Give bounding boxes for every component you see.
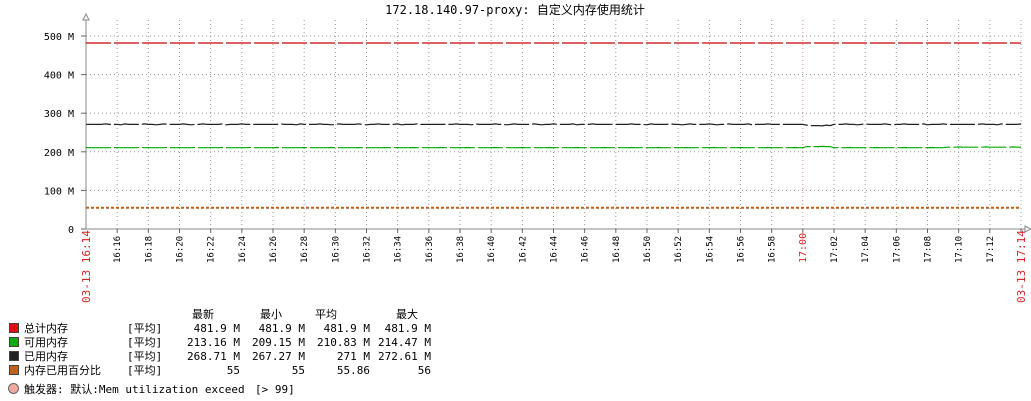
x-tick-label: 16:50 xyxy=(643,236,653,263)
legend-swatch xyxy=(9,365,19,375)
x-tick-label: 16:46 xyxy=(581,236,591,263)
legend-function: [平均] xyxy=(127,350,163,363)
legend-header-min: 最小 xyxy=(260,308,282,321)
legend-value-max: 214.47 M xyxy=(378,336,431,349)
x-tick-label: 16:44 xyxy=(550,236,560,263)
legend-value-min: 267.27 M xyxy=(252,350,305,363)
legend-value-max: 481.9 M xyxy=(384,322,431,335)
legend-series-name: 总计内存 xyxy=(24,322,68,335)
legend-value-last: 213.16 M xyxy=(187,336,240,349)
y-tick-label: 500 M xyxy=(44,32,74,43)
legend-value-last: 268.71 M xyxy=(187,350,240,363)
chart-axes xyxy=(82,12,1031,233)
legend-function: [平均] xyxy=(127,336,163,349)
y-tick-label: 400 M xyxy=(44,71,74,82)
x-tick-label: 16:52 xyxy=(674,236,684,263)
x-end-label: 03-13 17:14 xyxy=(1015,230,1028,303)
x-tick-label: 16:58 xyxy=(768,236,778,263)
x-tick-label: 16:40 xyxy=(487,236,497,263)
x-tick-label: 16:24 xyxy=(238,236,248,263)
x-tick-label: 17:12 xyxy=(986,236,996,263)
legend-value-avg: 271 M xyxy=(336,350,370,363)
y-tick-label: 0 xyxy=(68,225,74,236)
x-tick-label: 16:38 xyxy=(456,236,466,263)
x-tick-label: 16:32 xyxy=(363,236,373,263)
x-tick-label: 17:08 xyxy=(924,236,934,263)
x-tick-label: 17:04 xyxy=(861,236,871,263)
x-tick-label: 17:06 xyxy=(892,236,902,263)
legend-value-last: 481.9 M xyxy=(193,322,240,335)
chart-ticks: 0 100 M 200 M 300 M 400 M 500 M 16:16 16:18 16:2… xyxy=(44,32,1028,303)
legend-value-min: 481.9 M xyxy=(258,322,305,335)
legend-swatch xyxy=(9,323,19,333)
legend-value-min: 55 xyxy=(291,364,305,377)
series-line-2 xyxy=(85,123,1022,127)
x-tick-label: 16:54 xyxy=(705,236,715,263)
x-tick-label: 16:42 xyxy=(518,236,528,263)
legend-function: [平均] xyxy=(127,322,163,335)
legend-value-avg: 481.9 M xyxy=(323,322,370,335)
x-tick-label: 16:28 xyxy=(300,236,310,263)
legend-header-max: 最大 xyxy=(396,308,418,321)
legend-value-avg: 55.86 xyxy=(336,364,370,377)
legend-value-last: 55 xyxy=(226,364,240,377)
legend-value-avg: 210.83 M xyxy=(317,336,370,349)
x-tick-label: 16:26 xyxy=(269,236,279,263)
x-start-label: 03-13 16:14 xyxy=(80,230,93,303)
x-tick-label: 16:18 xyxy=(144,236,154,263)
trigger-label: 触发器: 默认:Mem utilization exceed xyxy=(24,383,245,396)
y-tick-label: 200 M xyxy=(44,148,74,159)
trigger-icon xyxy=(8,383,19,394)
chart-title: 172.18.140.97-proxy: 自定义内存使用统计 xyxy=(385,2,645,17)
legend-value-max: 56 xyxy=(417,364,431,377)
x-tick-label: 17:10 xyxy=(955,236,965,263)
x-tick-label: 16:16 xyxy=(113,236,123,263)
x-tick-label: 16:34 xyxy=(394,236,404,263)
series-line-1 xyxy=(85,145,1021,149)
legend-header-last: 最新 xyxy=(192,308,214,321)
x-tick-label: 16:22 xyxy=(207,236,217,263)
y-tick-label: 100 M xyxy=(44,186,74,197)
x-tick-label: 17:00 xyxy=(798,233,809,263)
x-tick-label: 16:56 xyxy=(737,236,747,263)
legend-function: [平均] xyxy=(127,364,163,377)
trigger-threshold: [> 99] xyxy=(255,383,295,396)
legend-value-min: 209.15 M xyxy=(252,336,305,349)
legend-swatch xyxy=(9,337,19,347)
x-tick-label: 16:48 xyxy=(612,236,622,263)
x-tick-label: 16:30 xyxy=(331,236,341,263)
y-axis-arrow xyxy=(82,12,90,21)
chart-series xyxy=(85,42,1022,209)
legend-series-name: 内存已用百分比 xyxy=(24,364,101,377)
legend-value-max: 272.61 M xyxy=(378,350,431,363)
x-axis-arrow xyxy=(1024,225,1031,233)
y-tick-label: 300 M xyxy=(44,109,74,120)
legend-swatch xyxy=(9,351,19,361)
legend-series-name: 可用内存 xyxy=(24,336,68,349)
x-tick-label: 16:36 xyxy=(425,236,435,263)
legend-series-name: 已用内存 xyxy=(24,350,68,363)
x-tick-label: 16:20 xyxy=(176,236,186,263)
x-tick-label: 17:02 xyxy=(830,236,840,263)
legend-header-avg: 平均 xyxy=(315,308,337,321)
